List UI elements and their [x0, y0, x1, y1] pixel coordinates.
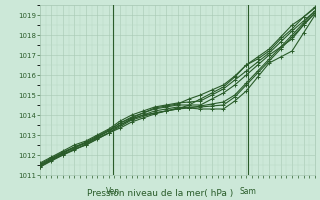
Text: Sam: Sam: [239, 187, 256, 196]
Text: Ven: Ven: [106, 187, 120, 196]
Text: Pression niveau de la mer( hPa ): Pression niveau de la mer( hPa ): [87, 189, 233, 198]
